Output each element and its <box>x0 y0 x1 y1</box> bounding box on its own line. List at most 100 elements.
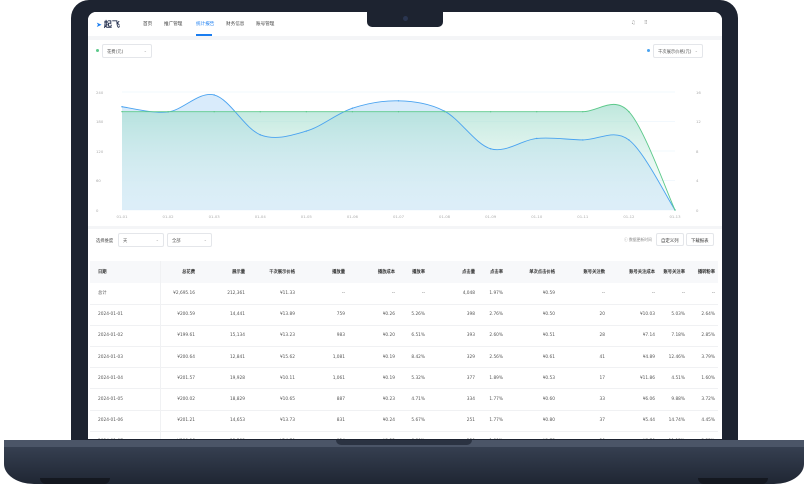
column-header[interactable]: 千次展示价格 <box>248 261 298 283</box>
table-cell: ¥13.73 <box>248 410 298 432</box>
nav-finance[interactable]: 财务信息 <box>226 22 245 27</box>
x-tick: 01-03 <box>208 214 220 219</box>
nav-reports[interactable]: 统计报告 <box>196 22 215 27</box>
left-metric-select[interactable]: 花费(元) ⌄ <box>102 44 152 58</box>
data-point[interactable] <box>489 148 492 150</box>
table-cell: 259 <box>428 431 478 439</box>
data-point[interactable] <box>397 110 400 113</box>
column-header[interactable]: 账号关注成本 <box>608 261 658 283</box>
column-header[interactable]: 日期 <box>90 261 161 283</box>
x-tick: 01-11 <box>577 214 589 219</box>
dimension-select[interactable]: 天 ⌄ <box>118 233 164 247</box>
table-cell: ¥201.57 <box>160 367 198 390</box>
column-header[interactable]: 播放率 <box>398 261 428 283</box>
x-tick: 01-10 <box>531 214 543 219</box>
column-header[interactable]: 账号关注率 <box>658 261 688 283</box>
bell-icon[interactable]: ♫ <box>631 20 636 26</box>
data-point[interactable] <box>121 106 123 108</box>
data-point[interactable] <box>259 134 261 136</box>
column-header[interactable]: 播放成本 <box>348 261 398 283</box>
x-tick: 01-04 <box>254 214 266 219</box>
table-row: 2024-01-07¥200.9613,583¥14.79924¥0.226.8… <box>90 431 718 439</box>
table-cell: 12,841 <box>198 346 248 369</box>
custom-columns-button[interactable]: 自定义列 <box>656 233 684 246</box>
table-cell: 30 <box>558 431 608 439</box>
column-header[interactable]: 播放量 <box>298 261 348 283</box>
table-cell: 1.97% <box>478 283 506 305</box>
table-cell: 2.64% <box>688 304 718 326</box>
data-point[interactable] <box>443 110 446 113</box>
table-cell: 4.45% <box>688 410 718 432</box>
data-point[interactable] <box>582 110 584 113</box>
nav-home[interactable]: 首页 <box>143 22 153 27</box>
data-point[interactable] <box>351 107 354 109</box>
table-cell: 20 <box>558 304 608 326</box>
logo[interactable]: ➤ 起飞 <box>96 19 120 30</box>
table-cell: 2.76% <box>478 304 506 326</box>
table-cell: 7.18% <box>658 325 688 348</box>
right-metric-select[interactable]: 千次展示价格(元) ⌄ <box>653 44 703 58</box>
data-point[interactable] <box>582 139 584 141</box>
table-cell: 887 <box>298 388 348 411</box>
chevron-down-icon: ⌄ <box>155 237 159 242</box>
table-cell: ¥201.21 <box>160 410 198 432</box>
filter-select[interactable]: 全部 ⌄ <box>167 233 212 247</box>
table-cell: 1,061 <box>298 367 348 390</box>
table-cell: ¥0.80 <box>506 410 558 432</box>
column-header[interactable]: 单次点击价格 <box>506 261 558 283</box>
y-left-tick: 60 <box>96 178 101 183</box>
table-cell: 983 <box>298 325 348 348</box>
left-metric-value: 花费(元) <box>107 50 124 55</box>
column-header[interactable]: 展示量 <box>198 261 248 283</box>
table-cell: 1,081 <box>298 346 348 369</box>
laptop-base <box>4 440 804 484</box>
data-point[interactable] <box>536 110 538 113</box>
table-cell: ¥0.61 <box>506 346 558 369</box>
data-point[interactable] <box>628 110 630 113</box>
table-header-row: 日期 总花费 展示量 千次展示价格 播放量 播放成本 播放率 点击量 点击率 单次点击价格 账号关注… <box>90 261 718 283</box>
table-cell: 3.25% <box>688 431 718 439</box>
column-header[interactable]: 点击量 <box>428 261 478 283</box>
table-cell: 2.56% <box>478 346 506 369</box>
table-cell: 6.80% <box>398 431 428 439</box>
data-point[interactable] <box>351 110 354 113</box>
column-header[interactable]: 点击率 <box>478 261 506 283</box>
table-cell: 924 <box>298 431 348 439</box>
table-cell: ¥10.65 <box>248 388 298 411</box>
data-point[interactable] <box>305 110 308 113</box>
laptop-foot <box>698 478 768 484</box>
table-cell: 5.67% <box>398 410 428 432</box>
data-point[interactable] <box>213 94 215 96</box>
table-cell: 2.60% <box>478 325 506 348</box>
table-cell: 2024-01-02 <box>90 325 161 348</box>
y-left-tick: 180 <box>96 119 104 124</box>
data-point[interactable] <box>167 110 169 113</box>
column-header[interactable]: 账号关注数 <box>558 261 608 283</box>
table-cell: ¥10.11 <box>248 367 298 390</box>
download-report-button[interactable]: 下载报表 <box>686 233 714 246</box>
table-cell: ¥11.33 <box>248 283 298 305</box>
nav-account[interactable]: 账号管理 <box>256 22 275 27</box>
grid-icon[interactable]: ⠿ <box>644 20 648 26</box>
table-cell: 总计 <box>90 283 161 305</box>
table-cell: 14,441 <box>198 304 248 326</box>
camera-icon <box>403 16 408 21</box>
column-header[interactable]: 总花费 <box>160 261 198 283</box>
data-point[interactable] <box>305 130 308 132</box>
data-point[interactable] <box>259 110 261 113</box>
table-row: 2024-01-03 ¥200.64 12,841 ¥15.62 1,081 ¥0.19 8… <box>90 346 718 369</box>
data-point[interactable] <box>674 209 676 211</box>
data-point[interactable] <box>213 110 215 113</box>
data-point[interactable] <box>536 137 538 140</box>
table-cell: ¥0.19 <box>348 367 398 390</box>
data-point[interactable] <box>628 139 630 141</box>
table-cell: ¥200.96 <box>160 431 198 439</box>
column-header[interactable]: 播转粉率 <box>688 261 718 283</box>
nav-promotion[interactable]: 推广管理 <box>164 22 183 27</box>
data-point[interactable] <box>121 110 123 113</box>
data-point[interactable] <box>489 110 492 113</box>
data-point[interactable] <box>397 100 400 102</box>
table-cell: 28 <box>558 325 608 348</box>
line-area-chart <box>121 91 676 211</box>
table-cell: 3.72% <box>688 388 718 411</box>
